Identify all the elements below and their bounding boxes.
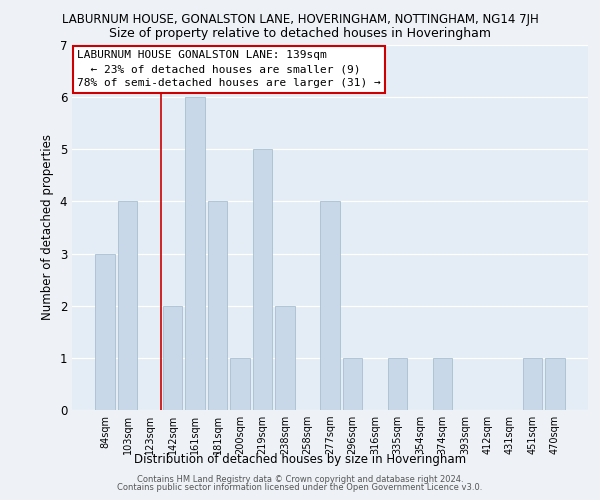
- Bar: [95, 254, 115, 410]
- Text: Distribution of detached houses by size in Hoveringham: Distribution of detached houses by size …: [134, 452, 466, 466]
- Text: LABURNUM HOUSE GONALSTON LANE: 139sqm
  ← 23% of detached houses are smaller (9): LABURNUM HOUSE GONALSTON LANE: 139sqm ← …: [77, 50, 381, 88]
- Text: Contains public sector information licensed under the Open Government Licence v3: Contains public sector information licen…: [118, 484, 482, 492]
- Bar: [163, 306, 182, 410]
- Bar: [433, 358, 452, 410]
- Bar: [545, 358, 565, 410]
- Bar: [253, 150, 272, 410]
- Bar: [208, 202, 227, 410]
- Bar: [185, 97, 205, 410]
- Bar: [230, 358, 250, 410]
- Bar: [320, 202, 340, 410]
- Bar: [275, 306, 295, 410]
- Y-axis label: Number of detached properties: Number of detached properties: [41, 134, 54, 320]
- Bar: [118, 202, 137, 410]
- Text: Size of property relative to detached houses in Hoveringham: Size of property relative to detached ho…: [109, 28, 491, 40]
- Bar: [388, 358, 407, 410]
- Bar: [343, 358, 362, 410]
- Bar: [523, 358, 542, 410]
- Text: Contains HM Land Registry data © Crown copyright and database right 2024.: Contains HM Land Registry data © Crown c…: [137, 475, 463, 484]
- Text: LABURNUM HOUSE, GONALSTON LANE, HOVERINGHAM, NOTTINGHAM, NG14 7JH: LABURNUM HOUSE, GONALSTON LANE, HOVERING…: [62, 12, 538, 26]
